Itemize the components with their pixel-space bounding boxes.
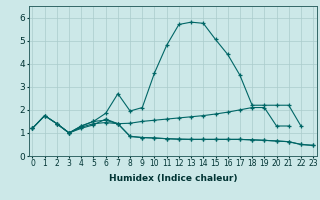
X-axis label: Humidex (Indice chaleur): Humidex (Indice chaleur) [108, 174, 237, 183]
